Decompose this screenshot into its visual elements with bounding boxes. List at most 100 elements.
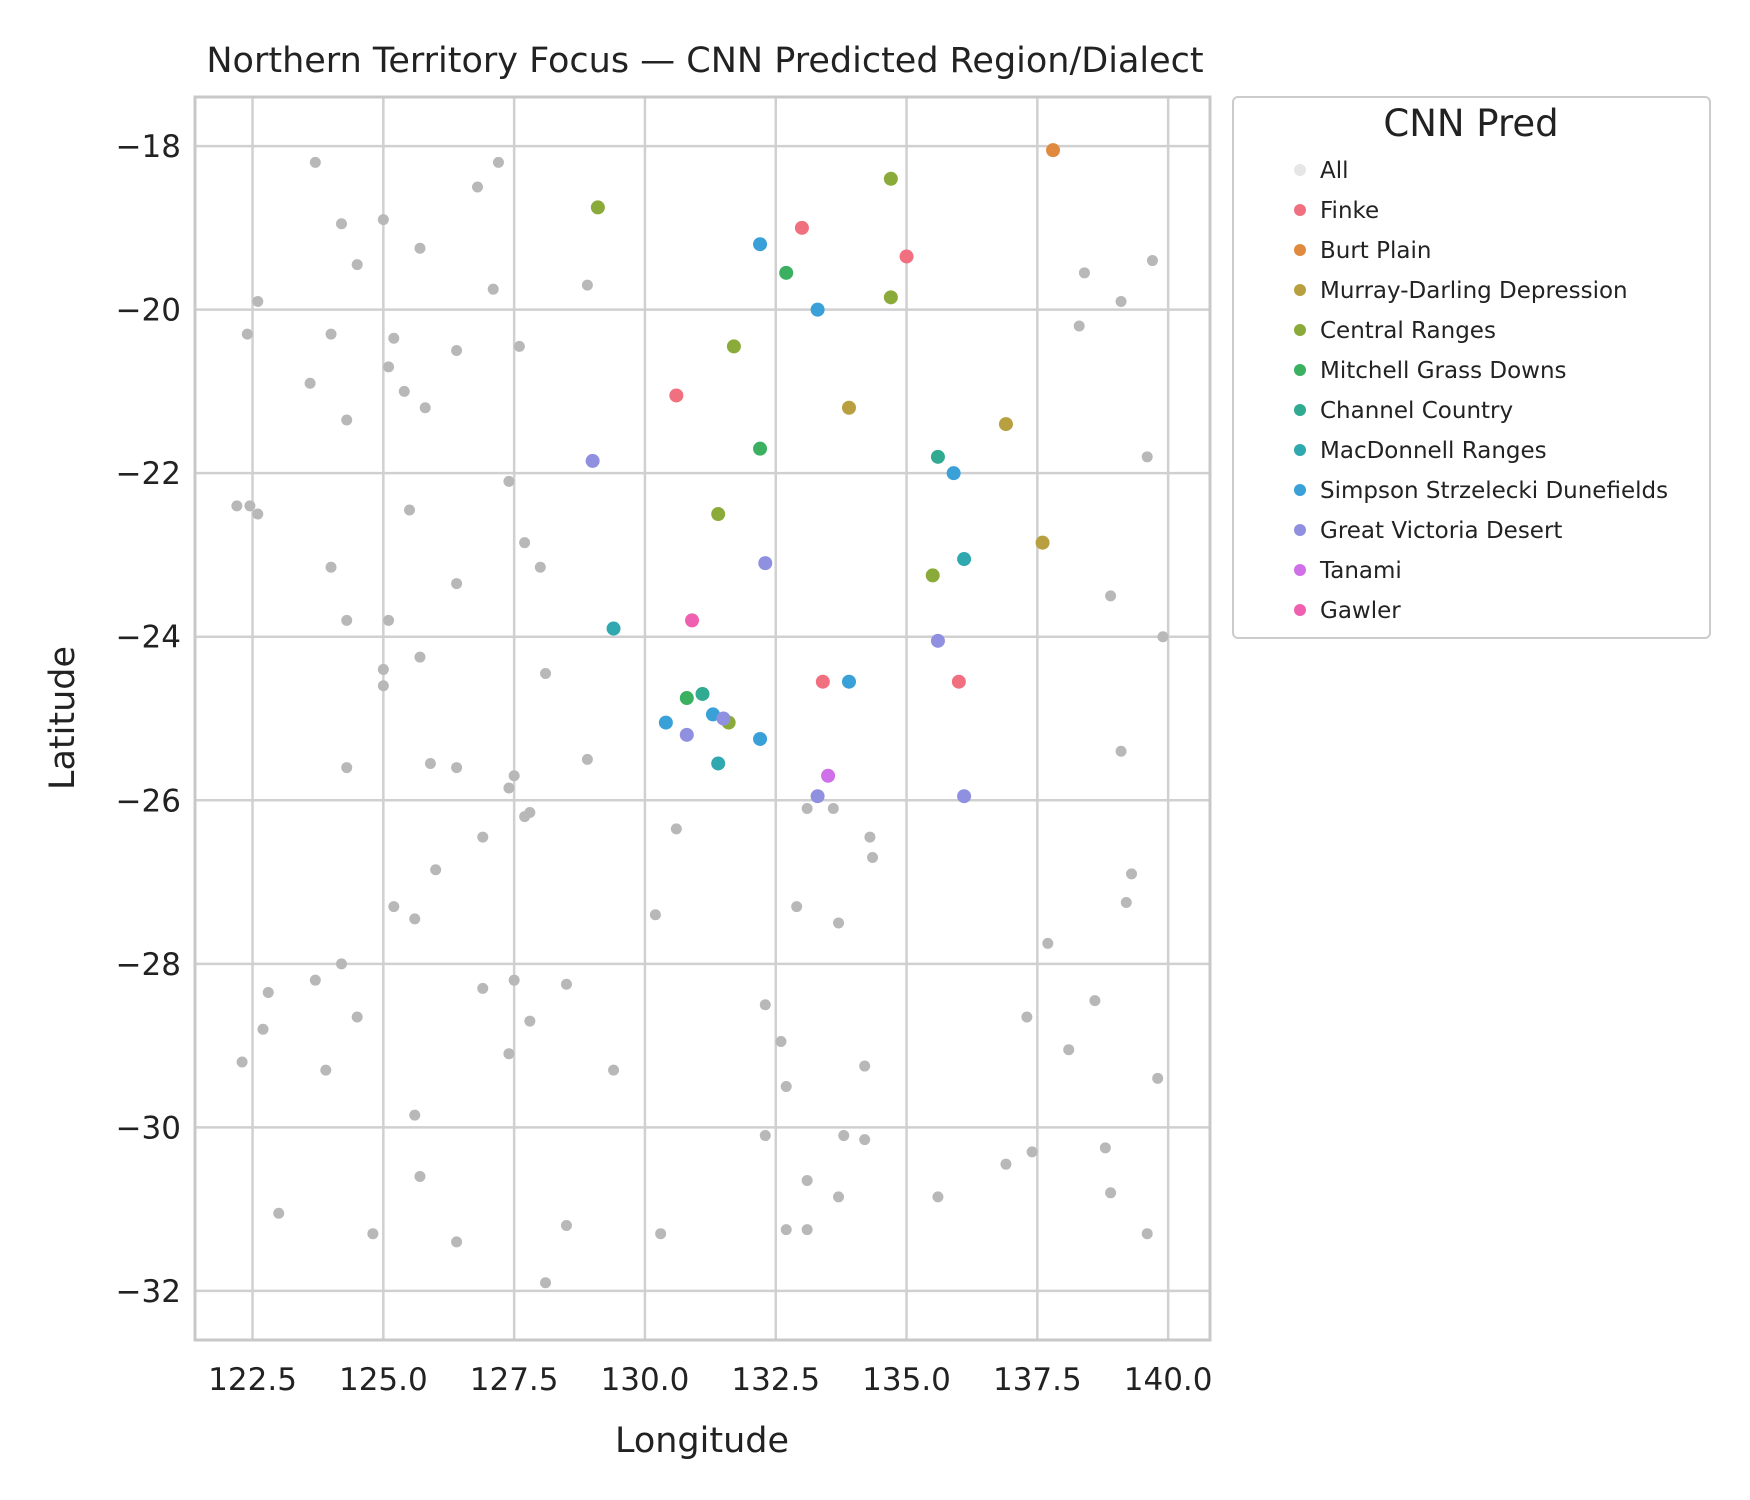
background-point (1146, 255, 1158, 267)
background-point (236, 1056, 248, 1068)
background-point (404, 504, 416, 516)
data-point (810, 302, 825, 317)
legend-label: All (1320, 158, 1349, 184)
background-point (477, 831, 489, 843)
background-point (670, 823, 682, 835)
x-tick-label: 135.0 (862, 1362, 951, 1398)
background-point (801, 802, 813, 814)
background-point (244, 500, 256, 512)
data-point (930, 449, 945, 464)
data-point (779, 265, 794, 280)
data-point (925, 568, 940, 583)
background-point (335, 958, 347, 970)
data-point (711, 756, 726, 771)
background-point (801, 1224, 813, 1236)
data-point (1046, 143, 1061, 158)
legend-marker (1294, 324, 1306, 336)
background-point (414, 242, 426, 254)
background-point (383, 614, 395, 626)
background-point (1120, 896, 1132, 908)
data-point (716, 711, 731, 726)
background-point (341, 614, 353, 626)
background-point (388, 332, 400, 344)
background-point (932, 1191, 944, 1203)
x-tick-label: 130.0 (601, 1362, 690, 1398)
background-point (309, 974, 321, 986)
data-point (753, 441, 768, 456)
x-axis-label: Longitude (615, 1421, 789, 1461)
background-point (451, 578, 463, 590)
data-point (1035, 535, 1050, 550)
background-point (827, 802, 839, 814)
data-point (658, 715, 673, 730)
legend-marker (1294, 244, 1306, 256)
data-point (606, 621, 621, 636)
background-point (1105, 590, 1117, 602)
legend-marker (1294, 484, 1306, 496)
background-point (335, 218, 347, 230)
background-point (513, 340, 525, 352)
background-point (1152, 1072, 1164, 1084)
background-point (325, 328, 337, 340)
y-tick-label: −22 (116, 456, 181, 492)
background-point (351, 1011, 363, 1023)
background-point (801, 1175, 813, 1187)
legend-frame (1232, 96, 1711, 639)
background-point (655, 1228, 667, 1240)
background-point (409, 913, 421, 925)
background-point (351, 259, 363, 271)
background-point (503, 782, 515, 794)
data-point (753, 237, 768, 252)
background-point (477, 982, 489, 994)
legend-marker (1294, 444, 1306, 456)
legend-label: Gawler (1320, 598, 1401, 624)
background-point (241, 328, 253, 340)
data-point (946, 466, 961, 481)
data-point (794, 220, 809, 235)
background-point (257, 1023, 269, 1035)
y-tick-label: −20 (116, 293, 181, 329)
background-point (383, 361, 395, 373)
background-point (864, 831, 876, 843)
background-point (1105, 1187, 1117, 1199)
background-point (451, 345, 463, 357)
legend-label: Simpson Strzelecki Dunefields (1320, 478, 1668, 504)
legend-label: MacDonnell Ranges (1320, 438, 1547, 464)
background-point (859, 1060, 871, 1072)
tick-labels: 122.5 125.0 127.5 130.0 132.5 135.0 137.5 140.0… (116, 129, 1213, 1398)
background-point (519, 811, 531, 823)
background-point (1021, 1011, 1033, 1023)
x-tick-label: 140.0 (1124, 1362, 1213, 1398)
background-point (780, 1080, 792, 1092)
background-point (367, 1228, 379, 1240)
data-point (883, 171, 898, 186)
x-tick-label: 132.5 (731, 1362, 820, 1398)
background-point (581, 279, 593, 291)
legend-label: Central Ranges (1320, 318, 1496, 344)
background-point (341, 414, 353, 426)
background-point (252, 508, 264, 520)
plot-area (193, 95, 1212, 1342)
background-point (833, 917, 845, 929)
background-point (398, 385, 410, 397)
legend-label: Finke (1320, 198, 1379, 224)
background-point (487, 283, 499, 295)
background-point (540, 1277, 552, 1289)
background-point (309, 156, 321, 168)
background-point (1042, 937, 1054, 949)
background-point (377, 214, 389, 226)
data-point (753, 731, 768, 746)
legend-marker (1294, 564, 1306, 576)
data-point (841, 674, 856, 689)
y-tick-label: −32 (116, 1274, 181, 1310)
legend-items: All Finke Burt Plain Murray-Darling Depress… (1294, 158, 1668, 624)
data-point (951, 674, 966, 689)
legend-label: Great Victoria Desert (1320, 518, 1562, 544)
background-point (325, 561, 337, 573)
background-point (419, 402, 431, 414)
background-point (508, 974, 520, 986)
background-point (231, 500, 243, 512)
data-point (590, 200, 605, 215)
background-point (780, 1224, 792, 1236)
